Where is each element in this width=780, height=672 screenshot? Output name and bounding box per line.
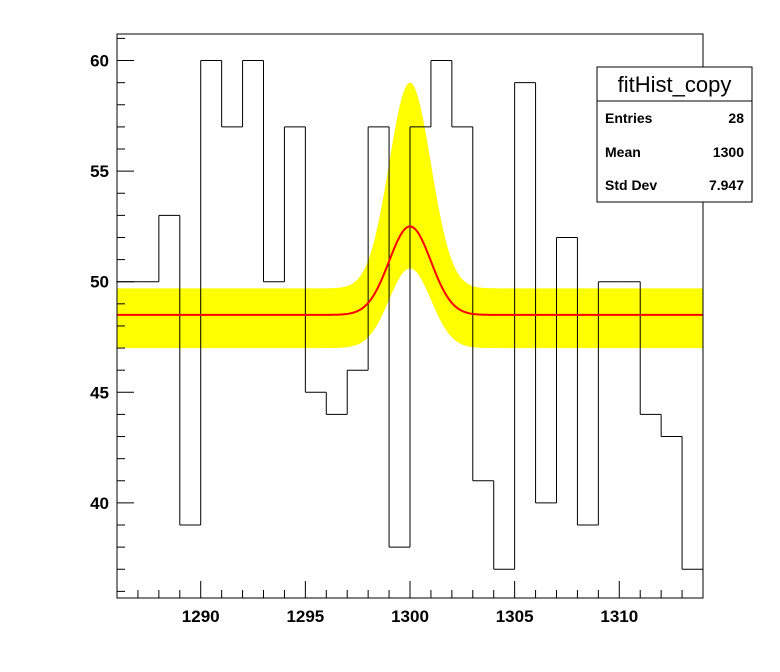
y-tick-label-2: 50 bbox=[90, 273, 109, 292]
stats-box-title: fitHist_copy bbox=[618, 72, 732, 97]
y-tick-label-1: 45 bbox=[90, 383, 109, 402]
y-tick-label-4: 60 bbox=[90, 52, 109, 71]
stats-entries-label: Entries bbox=[605, 110, 653, 126]
y-tick-label-0: 40 bbox=[90, 494, 109, 513]
stats-mean-value: 1300 bbox=[713, 144, 744, 160]
x-tick-label-2: 1300 bbox=[391, 607, 429, 626]
stats-stddev-label: Std Dev bbox=[605, 177, 657, 193]
fit-curve bbox=[117, 225, 703, 316]
stats-entries-value: 28 bbox=[728, 110, 744, 126]
histogram-layer bbox=[117, 60, 703, 570]
x-tick-label-1: 1295 bbox=[286, 607, 324, 626]
x-tick-label-4: 1310 bbox=[600, 607, 638, 626]
axes-layer: 1290 1295 1300 1305 1310 40 45 50 55 60 bbox=[90, 37, 704, 626]
stats-stddev-value: 7.947 bbox=[709, 177, 744, 193]
fit-curve-layer bbox=[117, 225, 703, 316]
y-tick-label-3: 55 bbox=[90, 162, 109, 181]
stats-mean-label: Mean bbox=[605, 144, 641, 160]
stats-box: fitHist_copy Entries 28 Mean 1300 Std De… bbox=[596, 66, 753, 203]
x-tick-label-0: 1290 bbox=[182, 607, 220, 626]
stats-box-frame bbox=[596, 66, 753, 203]
x-tick-label-3: 1305 bbox=[496, 607, 534, 626]
